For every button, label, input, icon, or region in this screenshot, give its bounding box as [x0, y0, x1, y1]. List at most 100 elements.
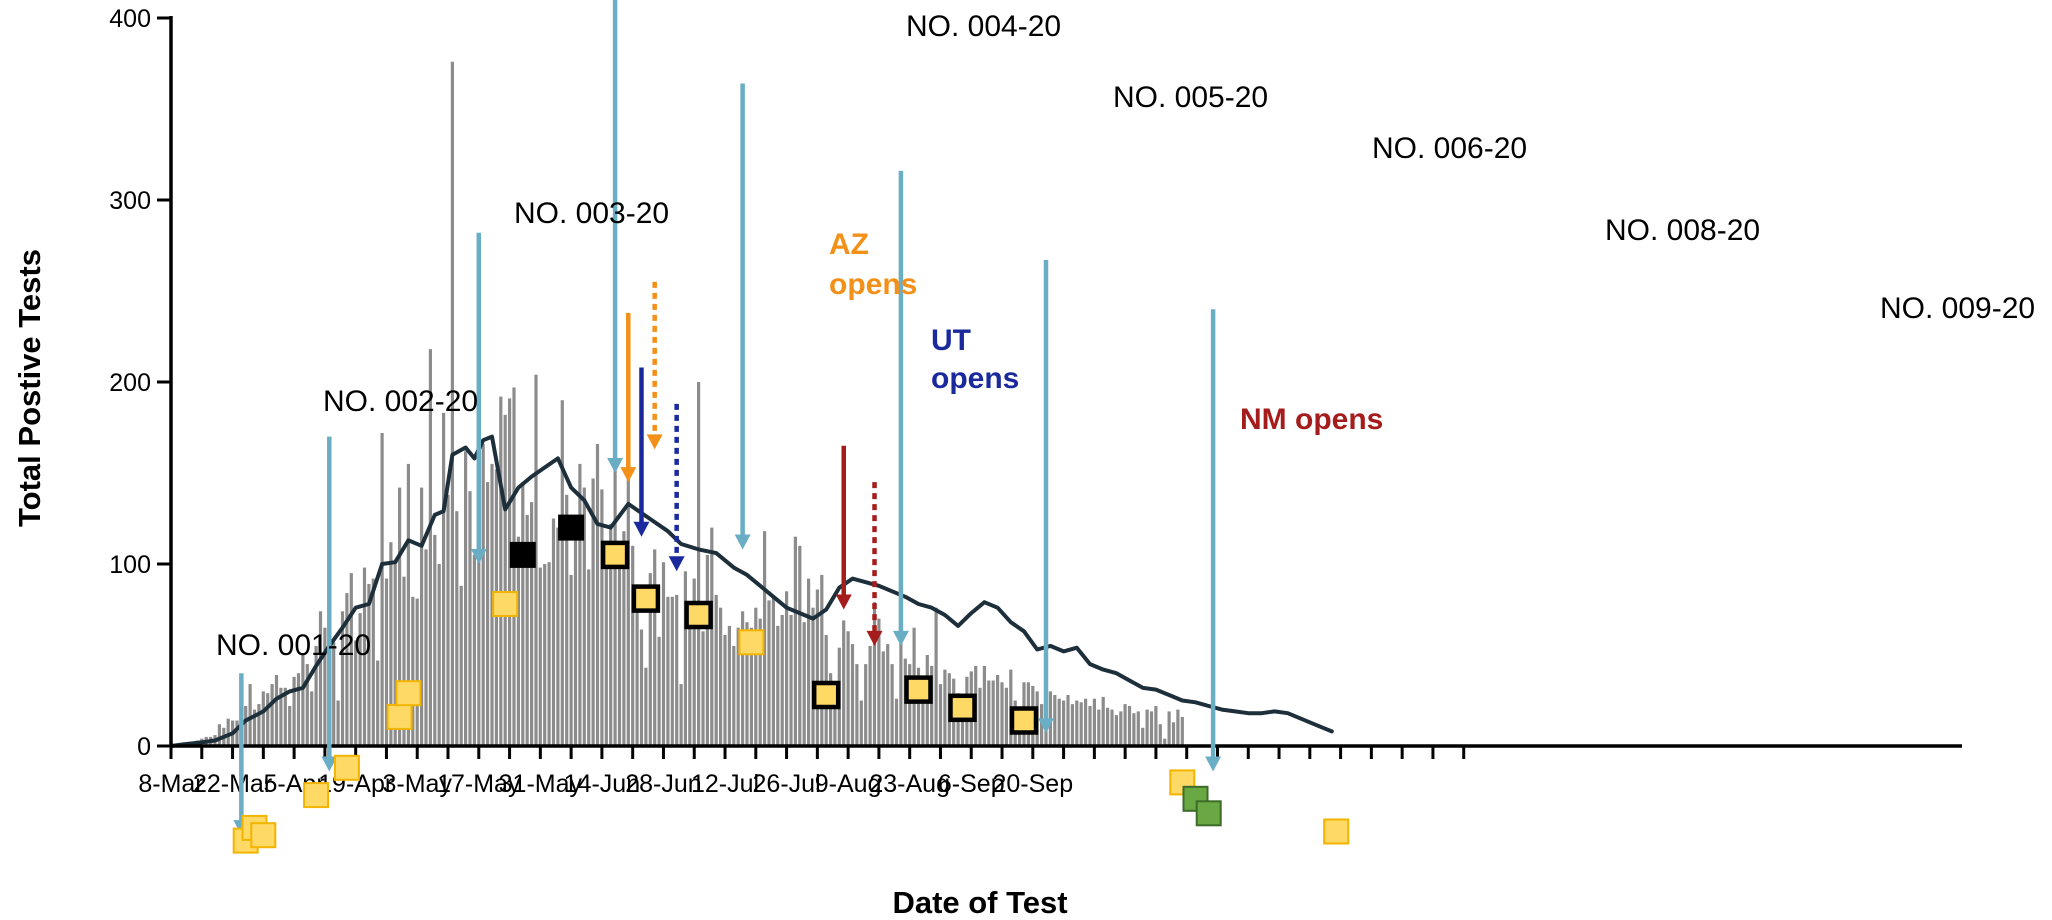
bar-day-115	[675, 594, 679, 746]
x-tick-label-12: 23-Aug	[869, 770, 950, 798]
bar-day-155	[850, 644, 855, 746]
bar-day-33	[314, 645, 318, 746]
y-tick-label-100: 100	[109, 551, 151, 579]
ut-arrow-solid-head	[633, 521, 650, 537]
bar-day-27	[288, 706, 292, 746]
bar-day-219	[1132, 713, 1136, 746]
bar-day-190	[1004, 687, 1008, 746]
bar-day-226	[1163, 738, 1167, 746]
bar-day-17	[244, 706, 248, 746]
bar-day-28	[292, 676, 296, 746]
bar-day-108	[644, 667, 648, 746]
bar-day-162	[881, 651, 885, 746]
bar-day-188	[996, 675, 1000, 746]
bar-day-61	[437, 564, 441, 746]
x-tick-label-8: 28-Jun	[625, 770, 701, 798]
ut-label-line1: UT	[931, 324, 971, 357]
bar-day-222	[1145, 709, 1149, 746]
bar-day-157	[859, 700, 863, 746]
bar-day-170	[916, 667, 921, 746]
bar-day-209	[1088, 706, 1092, 746]
bar-day-122	[705, 554, 709, 746]
bar-day-102	[617, 549, 622, 746]
bar-day-111	[657, 636, 661, 746]
bar-day-54	[406, 463, 410, 746]
bar-day-164	[890, 664, 894, 746]
bar-day-134	[758, 618, 762, 746]
bar-day-203	[1062, 700, 1066, 746]
bar-day-57	[420, 487, 424, 746]
bar-day-23	[270, 684, 274, 746]
bar-day-47	[376, 660, 380, 746]
bar-day-103	[622, 531, 626, 746]
marker-yellow-6	[395, 680, 422, 707]
bar-day-215	[1114, 715, 1118, 746]
bar-day-46	[371, 578, 375, 746]
x-tick-label-1: 22-Mar	[193, 770, 272, 798]
bar-day-49	[384, 578, 389, 746]
bar-day-180	[960, 700, 965, 746]
y-axis-title: Total Postive Tests	[12, 249, 47, 527]
bar-day-81	[525, 514, 529, 746]
bar-day-116	[679, 684, 683, 746]
bar-day-22	[266, 693, 270, 746]
order-label-002: NO. 002-20	[323, 385, 478, 418]
x-tick-label-6: 31-May	[499, 770, 583, 798]
bar-day-145	[807, 578, 811, 746]
bar-day-95	[587, 569, 591, 746]
bar-day-66	[459, 585, 463, 746]
bar-day-55	[411, 596, 415, 746]
bar-day-121	[701, 631, 705, 746]
bar-day-136	[767, 600, 771, 746]
bar-day-87	[551, 518, 556, 746]
bar-day-45	[367, 584, 371, 746]
x-tick-label-10: 26-Jul	[753, 770, 821, 798]
bar-day-34	[318, 611, 323, 746]
bar-day-20	[257, 704, 261, 746]
bar-day-76	[503, 414, 507, 746]
marker-yellow-7	[492, 591, 519, 617]
bar-day-198	[1040, 704, 1044, 746]
bar-day-83	[534, 374, 538, 746]
marker-bold-10	[600, 540, 630, 570]
bar-day-91	[569, 574, 573, 746]
bar-day-69	[472, 554, 476, 746]
bar-day-153	[842, 620, 846, 746]
bar-day-218	[1127, 706, 1132, 746]
bar-day-168	[908, 664, 912, 746]
bar-day-43	[358, 613, 362, 746]
bar-day-94	[582, 487, 586, 746]
nm-label: NM opens	[1240, 403, 1383, 436]
moving-average-line	[169, 434, 1334, 748]
bar-day-125	[719, 607, 723, 746]
bar-day-113	[666, 596, 670, 746]
bar-day-224	[1154, 706, 1158, 746]
x-tick-label-9: 12-Jul	[691, 770, 759, 798]
y-tick-label-300: 300	[109, 187, 151, 215]
bar-day-139	[780, 615, 784, 746]
marker-bold-12	[684, 600, 713, 630]
bar-day-88	[556, 527, 560, 746]
bar-day-204	[1066, 695, 1070, 746]
marker-black-8	[509, 541, 536, 568]
bar-day-216	[1119, 711, 1123, 746]
x-tick-label-4: 3-May	[382, 770, 452, 798]
nm-arrow-solid-head	[835, 594, 852, 610]
bar-day-124	[714, 594, 718, 746]
bar-day-202	[1057, 698, 1061, 746]
bar-day-63	[446, 494, 450, 746]
bar-day-131	[745, 622, 749, 746]
bar-day-11	[217, 724, 221, 746]
x-tick-label-7: 14-Jun	[564, 770, 640, 798]
bar-day-220	[1136, 711, 1140, 746]
bar-day-144	[802, 622, 806, 746]
bar-day-148	[820, 574, 824, 746]
bar-day-147	[815, 589, 819, 746]
bar-day-73	[490, 463, 494, 746]
bar-day-77	[508, 398, 512, 746]
x-tick-label-0: 8-Mar	[138, 770, 203, 798]
bar-day-117	[683, 571, 687, 746]
bar-day-104	[626, 447, 630, 746]
bar-day-187	[991, 680, 995, 746]
bar-day-127	[727, 625, 731, 746]
